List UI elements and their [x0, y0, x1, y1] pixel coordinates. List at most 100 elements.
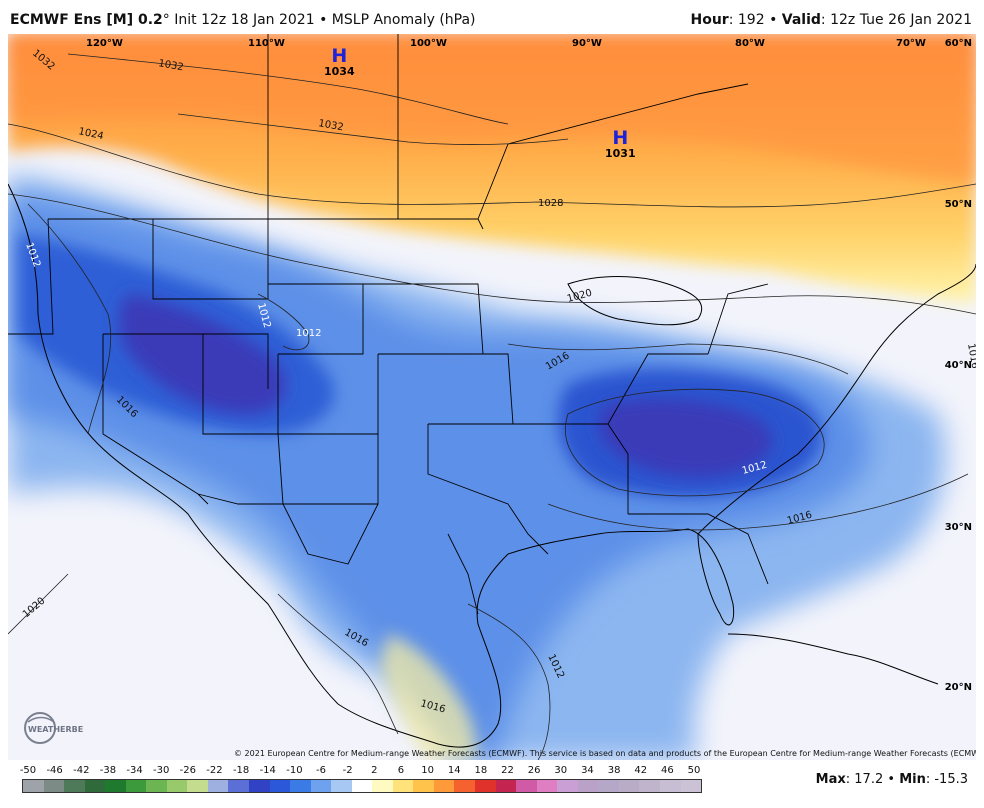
valid-value: : 12z Tue 26 Jan 2021 [820, 12, 972, 28]
colorbar-tick-label: 50 [687, 765, 701, 776]
colorbar-swatch [146, 780, 167, 792]
map-footer: -50 -46 -42 -38 -34 -30 -26 -22 -18 -14 -10 -6 -2 2 6 1… [0, 760, 984, 808]
min-value: : -15.3 [925, 772, 968, 787]
gulf-states-border [628, 513, 769, 585]
strong-positive-anomaly-area [8, 34, 976, 184]
colorbar-swatch [659, 780, 681, 792]
colorbar-tick-label: -14 [259, 765, 276, 776]
header-bullet: • [319, 12, 328, 28]
isobar-1012-southeast [565, 388, 825, 497]
latitude-label: 50°N [944, 199, 972, 210]
forecast-map: 1032 1032 1032 1024 1028 1020 1012 1012 … [8, 34, 976, 760]
pacific-coast [8, 183, 509, 748]
colorbar-tick-label: -50 [19, 765, 37, 776]
max-label: Max [815, 772, 846, 787]
colorbar-tick-label: -46 [46, 765, 63, 776]
caribbean-islands [727, 633, 939, 685]
isobar-label: 1012 [296, 328, 321, 339]
colorbar-swatch [249, 780, 270, 792]
isobar-lines [8, 53, 976, 760]
colorbar-swatch [187, 780, 208, 792]
colorbar-tick-label: 2 [371, 765, 378, 776]
model-name: ECMWF Ens [M] 0.2 [10, 12, 163, 28]
deepest-negative-anomaly-west [119, 294, 286, 414]
colorbar-swatch [228, 780, 250, 792]
colorbar-swatch [125, 780, 147, 792]
longitude-label: 110°W [248, 38, 285, 49]
colorbar-tick-label: -18 [232, 765, 250, 776]
colorbar-tick-label: -30 [153, 765, 170, 776]
isobar-1028 [8, 123, 976, 208]
political-boundaries [8, 34, 769, 615]
latitude-label: 60°N [944, 38, 972, 49]
arkansas-mississippi-border [513, 423, 629, 514]
gulf-coast [507, 528, 735, 626]
colorbar-tick-label: 38 [607, 765, 621, 776]
colorbar-swatch [680, 780, 702, 792]
field-name: MSLP Anomaly (hPa) [331, 12, 476, 28]
high-pressure-center: H 1031 [605, 128, 636, 160]
init-time: Init 12z 18 Jan 2021 [174, 12, 315, 28]
longitude-label: 90°W [572, 38, 602, 49]
canada-province-border [477, 83, 749, 220]
colorbar-swatch [290, 780, 311, 792]
mexico-border-west [282, 503, 379, 565]
valid-label: Valid [781, 12, 821, 28]
isobar-1020-pacific [8, 573, 69, 635]
colorbar-swatch [166, 780, 188, 792]
colorbar-tick-label: 42 [634, 765, 648, 776]
colorbar-swatch [516, 780, 537, 792]
colorbar-tick-label: -34 [126, 765, 143, 776]
mexico-border-east [447, 533, 479, 615]
header-bullet-2: • [769, 12, 778, 28]
degree-symbol: ° [162, 12, 170, 28]
colorbar-tick-label: -22 [206, 765, 223, 776]
colorbar-tick-label: 26 [527, 765, 541, 776]
oregon-border [8, 218, 54, 335]
isobar-label: 1032 [157, 58, 184, 73]
high-symbol: H [331, 45, 348, 67]
colorbar-tick-label: -10 [286, 765, 303, 776]
great-lakes [567, 276, 703, 326]
colorbar [22, 779, 702, 793]
colorbar-swatch [23, 780, 44, 792]
colorbar-swatch [207, 780, 229, 792]
latitude-label: 20°N [944, 682, 972, 693]
longitude-label: 70°W [896, 38, 926, 49]
isobar-1016-south [547, 473, 969, 531]
isobar-1020 [8, 193, 976, 315]
colorbar-swatch [475, 780, 496, 792]
isobar-1032-b [177, 113, 569, 145]
colorbar-swatch [372, 780, 393, 792]
colorbar-swatch [557, 780, 578, 792]
longitude-label: 80°W [735, 38, 765, 49]
ohio-pennsylvania-border [707, 283, 769, 355]
isobar-1016-west [27, 203, 112, 435]
field-stats: Max: 17.2 • Min: -15.3 [816, 772, 968, 787]
colorbar-tick-label: -26 [179, 765, 196, 776]
colorbar-swatch [64, 780, 85, 792]
isobar-1016-north [507, 343, 849, 375]
isobar-label: 1032 [317, 118, 344, 133]
idaho-montana-border [152, 219, 269, 300]
isobar-label: 1016 [965, 343, 976, 370]
copyright-notice: © 2021 European Centre for Medium-range … [234, 749, 976, 758]
colorbar-tick-label: 30 [554, 765, 568, 776]
coastlines [8, 183, 976, 748]
stats-bullet: • [887, 772, 896, 787]
colorbar-swatch [433, 780, 455, 792]
colorbar-swatch [454, 780, 476, 792]
weak-positive-anomaly-mexico [380, 634, 477, 760]
deepest-negative-anomaly-southeast [598, 399, 773, 478]
colorbar-swatch [413, 780, 434, 792]
map-header: ECMWF Ens [M] 0.2° Init 12z 18 Jan 2021 … [0, 0, 984, 34]
latitude-label: 30°N [944, 522, 972, 533]
tennessee-kentucky-border [607, 353, 708, 425]
colorbar-swatch [639, 780, 660, 792]
logo-text: WEATHERBELL [28, 725, 84, 734]
colorbar-swatch [105, 780, 126, 792]
colorbar-swatch [331, 780, 352, 792]
max-value: : 17.2 [845, 772, 884, 787]
header-validity: Hour: 192 • Valid: 12z Tue 26 Jan 2021 [691, 12, 973, 28]
longitude-label: 100°W [410, 38, 447, 49]
